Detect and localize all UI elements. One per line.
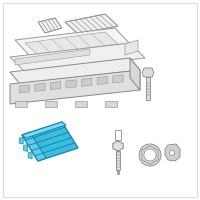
Polygon shape bbox=[25, 32, 118, 55]
Polygon shape bbox=[10, 58, 140, 84]
Polygon shape bbox=[15, 101, 27, 107]
Ellipse shape bbox=[139, 144, 161, 166]
Polygon shape bbox=[15, 28, 130, 56]
Polygon shape bbox=[45, 101, 57, 107]
Polygon shape bbox=[38, 18, 62, 33]
Polygon shape bbox=[117, 170, 119, 174]
Polygon shape bbox=[125, 40, 138, 55]
Polygon shape bbox=[82, 78, 92, 86]
Polygon shape bbox=[19, 85, 30, 93]
Polygon shape bbox=[75, 101, 87, 107]
Ellipse shape bbox=[170, 150, 174, 156]
Polygon shape bbox=[22, 132, 46, 161]
Polygon shape bbox=[24, 144, 28, 151]
Polygon shape bbox=[19, 137, 23, 144]
Polygon shape bbox=[65, 14, 118, 34]
Polygon shape bbox=[66, 80, 76, 88]
Polygon shape bbox=[35, 83, 45, 91]
Polygon shape bbox=[113, 75, 123, 83]
Polygon shape bbox=[146, 77, 150, 100]
Polygon shape bbox=[165, 144, 180, 161]
Polygon shape bbox=[22, 122, 78, 161]
Polygon shape bbox=[116, 151, 120, 170]
Polygon shape bbox=[22, 122, 66, 138]
Polygon shape bbox=[15, 49, 90, 65]
Polygon shape bbox=[130, 58, 140, 90]
Polygon shape bbox=[10, 43, 145, 72]
Polygon shape bbox=[105, 101, 117, 107]
Ellipse shape bbox=[144, 149, 156, 161]
Polygon shape bbox=[50, 82, 61, 90]
Polygon shape bbox=[113, 141, 123, 151]
Polygon shape bbox=[115, 130, 121, 140]
Polygon shape bbox=[142, 68, 154, 77]
Polygon shape bbox=[10, 70, 140, 104]
Polygon shape bbox=[28, 152, 32, 159]
Polygon shape bbox=[97, 76, 108, 85]
